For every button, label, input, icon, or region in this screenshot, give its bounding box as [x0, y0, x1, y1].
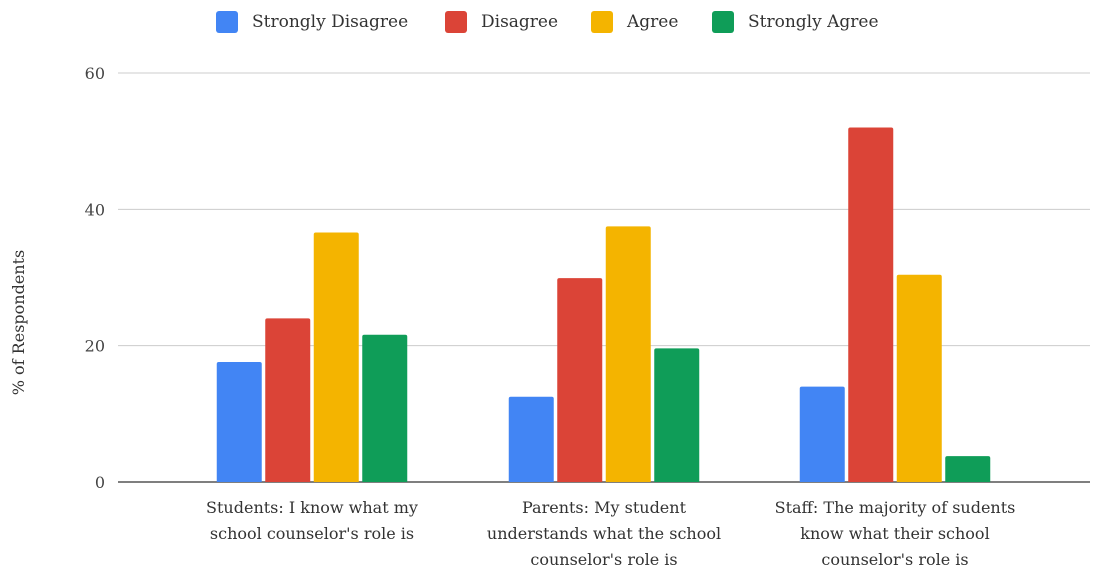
bar-strongly-agree: [654, 348, 700, 482]
x-tick-label: understands what the school: [487, 524, 721, 543]
x-tick-label: counselor's role is: [821, 550, 968, 569]
bar-strongly-agree: [362, 334, 408, 482]
legend-label: Disagree: [481, 12, 559, 32]
bar-strongly-disagree: [799, 386, 845, 482]
y-tick-label: 20: [85, 337, 105, 356]
legend-swatch: [712, 11, 734, 33]
legend-item: Strongly Disagree: [216, 8, 408, 36]
bar-strongly-agree: [945, 456, 991, 482]
y-tick-label: 0: [95, 473, 105, 492]
legend-swatch: [445, 11, 467, 33]
legend-label: Strongly Agree: [748, 12, 879, 32]
y-tick-label: 40: [85, 200, 105, 219]
legend-item: Agree: [591, 8, 678, 36]
x-tick-label: school counselor's role is: [210, 524, 414, 543]
legend-label: Agree: [627, 12, 679, 32]
bar-agree: [605, 226, 651, 482]
y-axis-title: % of Respondents: [9, 250, 28, 396]
legend-item: Disagree: [445, 8, 558, 36]
legend-swatch: [216, 11, 238, 33]
bar-disagree: [848, 127, 894, 483]
bar-agree: [313, 232, 359, 482]
bar-disagree: [557, 278, 603, 482]
bar-strongly-disagree: [508, 396, 554, 482]
legend-swatch: [591, 11, 613, 33]
bar-agree: [896, 274, 942, 482]
x-tick-label: know what their school: [800, 524, 989, 543]
bar-strongly-disagree: [216, 362, 262, 482]
chart-legend: Strongly Disagree Disagree Agree Strongly A…: [0, 8, 1094, 36]
x-tick-label: Students: I know what my: [206, 498, 418, 517]
y-tick-label: 60: [85, 64, 105, 83]
x-tick-label: counselor's role is: [530, 550, 677, 569]
legend-label: Strongly Disagree: [252, 12, 409, 32]
x-tick-label: Staff: The majority of sudents: [775, 498, 1016, 517]
bar-disagree: [265, 318, 311, 482]
legend-item: Strongly Agree: [712, 8, 879, 36]
x-tick-label: Parents: My student: [522, 498, 687, 517]
